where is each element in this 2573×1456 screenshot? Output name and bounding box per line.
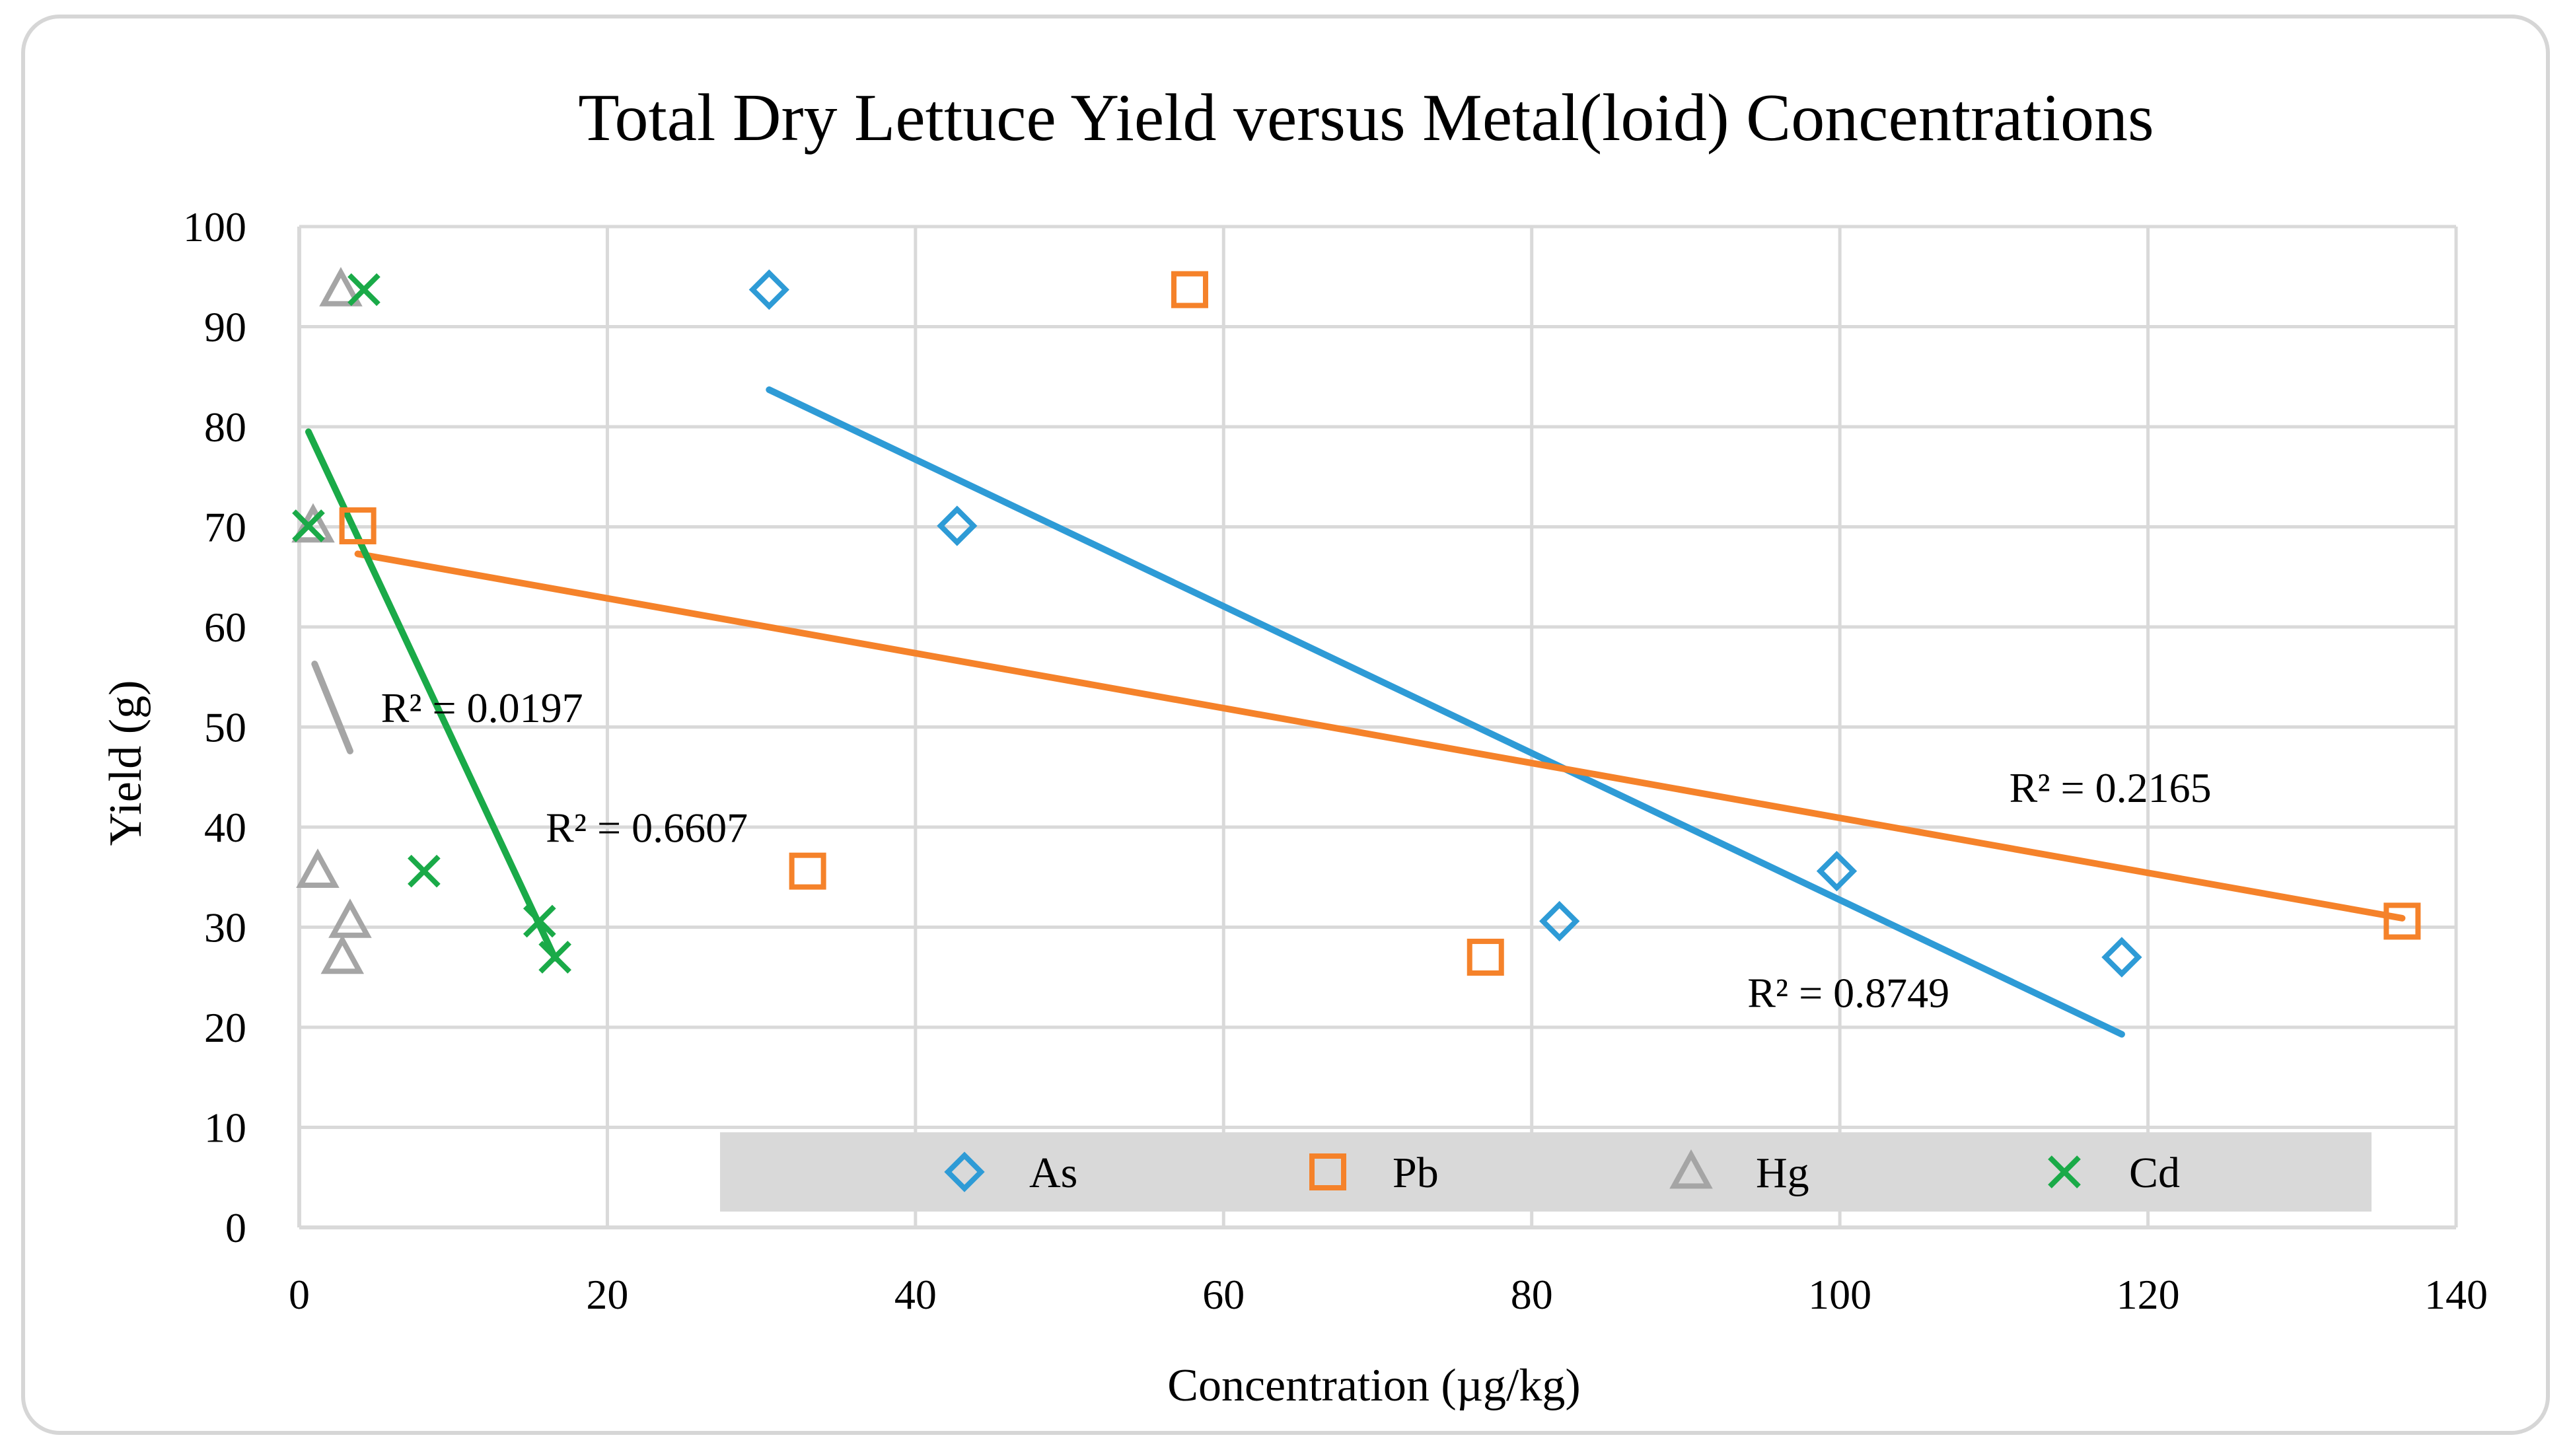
hg-point-5 [320,934,365,974]
hg-point-1 [319,267,363,307]
y-tick-label-0: 0 [225,1204,246,1251]
cd-trendline [305,428,559,962]
cd-point-1-stroke-b [347,273,381,307]
legend-item-cd: Cd [2048,1149,2180,1197]
hg-point-4 [328,898,372,938]
legend-marker-cd [2048,1155,2081,1188]
cd-r2-label: R² = 0.6607 [546,805,748,852]
x-tick-label-140: 140 [2424,1271,2488,1318]
pb-point-5 [2383,902,2421,940]
pb-point-4 [1467,938,1504,976]
y-tick-label-90: 90 [204,304,246,351]
x-tick-label-100: 100 [1808,1271,1871,1318]
y-tick-labels: 0 10 20 30 40 50 60 70 80 90 100 [183,203,246,1251]
legend-marker-as [944,1151,985,1192]
gridlines [299,225,2458,1227]
legend-background [720,1132,2372,1212]
as-point-2 [937,505,978,546]
y-axis-title: Yield (g) [100,680,151,846]
legend-marker-hg [1669,1149,1713,1189]
cd-point-2-stroke-b [292,509,325,542]
as-point-4 [1816,851,1858,892]
as-point-1 [748,269,789,310]
x-tick-label-0: 0 [289,1271,310,1318]
x-tick-labels: 0 20 40 60 80 100 120 140 [289,1271,2488,1318]
legend-item-pb: Pb [1309,1149,1439,1197]
pb-r2-label: R² = 0.2165 [2010,764,2212,811]
pb-point-1 [1171,271,1208,309]
axes [297,227,2456,1229]
y-tick-label-60: 60 [204,604,246,651]
legend: As Pb Hg Cd [720,1132,2372,1212]
legend-item-as: As [944,1149,1077,1197]
as-r2-label: R² = 0.8749 [1747,970,1949,1017]
x-tick-label-20: 20 [586,1271,628,1318]
pb-trendline [354,550,2406,922]
data-points [291,267,2421,978]
hg-r2-label: R² = 0.0197 [381,684,583,731]
x-tick-label-120: 120 [2117,1271,2180,1318]
y-tick-label-40: 40 [204,804,246,851]
cd-point-5 [538,941,571,974]
cd-point-4-stroke-b [523,904,556,938]
y-tick-label-80: 80 [204,404,246,451]
as-point-3 [1539,900,1580,942]
legend-marker-cd-stroke-b [2048,1155,2081,1188]
legend-label-pb: Pb [1393,1149,1439,1197]
pb-point-2 [339,507,377,544]
as-point-5 [2101,937,2142,978]
trendlines [305,386,2406,1038]
legend-item-hg: Hg [1669,1149,1809,1197]
as-trendline [766,386,2125,1038]
y-tick-label-70: 70 [204,504,246,551]
hg-point-3 [296,848,340,888]
y-tick-label-100: 100 [183,203,246,250]
chart-title: Total Dry Lettuce Yield versus Metal(loi… [578,81,2154,155]
x-tick-label-60: 60 [1202,1271,1245,1318]
legend-label-cd: Cd [2129,1149,2180,1197]
cd-point-5-stroke-b [538,941,571,974]
cd-point-1 [347,273,381,307]
cd-point-2 [292,509,325,542]
legend-marker-pb [1309,1153,1346,1190]
legend-label-as: As [1029,1149,1077,1197]
y-tick-label-20: 20 [204,1004,246,1051]
hg-trendline [311,661,353,754]
r-squared-labels: R² = 0.8749 R² = 0.2165 R² = 0.0197 R² = 0.… [381,684,2212,1017]
cd-point-3-stroke-b [408,854,441,888]
cd-point-3 [408,854,441,888]
cd-point-4 [523,904,556,938]
x-tick-label-40: 40 [894,1271,937,1318]
x-tick-label-80: 80 [1511,1271,1553,1318]
y-tick-label-50: 50 [204,704,246,751]
pb-point-3 [789,852,826,890]
y-tick-label-10: 10 [204,1105,246,1151]
x-axis-title: Concentration (µg/kg) [1167,1360,1580,1411]
y-tick-label-30: 30 [204,904,246,951]
legend-label-hg: Hg [1756,1149,1809,1197]
